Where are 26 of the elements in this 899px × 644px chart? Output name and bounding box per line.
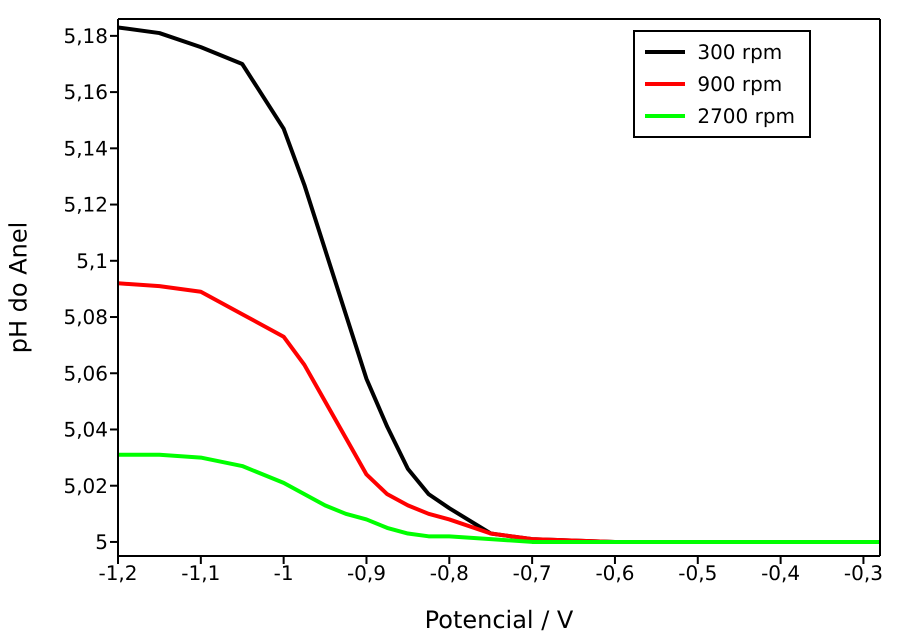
x-tick-label: -0,6 <box>595 561 634 586</box>
x-tick-label: -0,3 <box>844 561 883 586</box>
legend-label: 300 rpm <box>697 39 782 66</box>
y-tick-label: 5,1 <box>76 248 108 273</box>
y-tick-label: 5,08 <box>63 305 108 330</box>
legend-label: 2700 rpm <box>697 103 795 130</box>
x-tick-label: -1,1 <box>181 561 220 586</box>
x-tick-label: -1 <box>274 561 294 586</box>
y-tick-label: 5,18 <box>63 24 108 48</box>
y-tick-label: 5,16 <box>63 80 108 104</box>
x-axis-title: Potencial / V <box>424 606 574 634</box>
x-tick-label: -0,9 <box>346 561 386 586</box>
y-tick-label: 5,12 <box>63 192 108 217</box>
y-tick-label: 5,02 <box>63 474 108 498</box>
x-tick-label: -1,2 <box>98 561 138 586</box>
y-tick-label: 5,06 <box>63 361 108 386</box>
y-tick-label: 5,04 <box>63 418 108 442</box>
y-tick-label: 5,14 <box>63 136 108 160</box>
x-tick-label: -0,8 <box>430 561 469 586</box>
y-axis-title: pH do Anel <box>4 222 33 354</box>
x-tick-label: -0,5 <box>678 561 718 586</box>
legend-label: 900 rpm <box>697 71 782 98</box>
y-tick-label: 5 <box>95 530 108 554</box>
x-tick-label: -0,7 <box>512 561 552 586</box>
x-tick-label: -0,4 <box>761 561 800 586</box>
line-series <box>118 452 880 544</box>
